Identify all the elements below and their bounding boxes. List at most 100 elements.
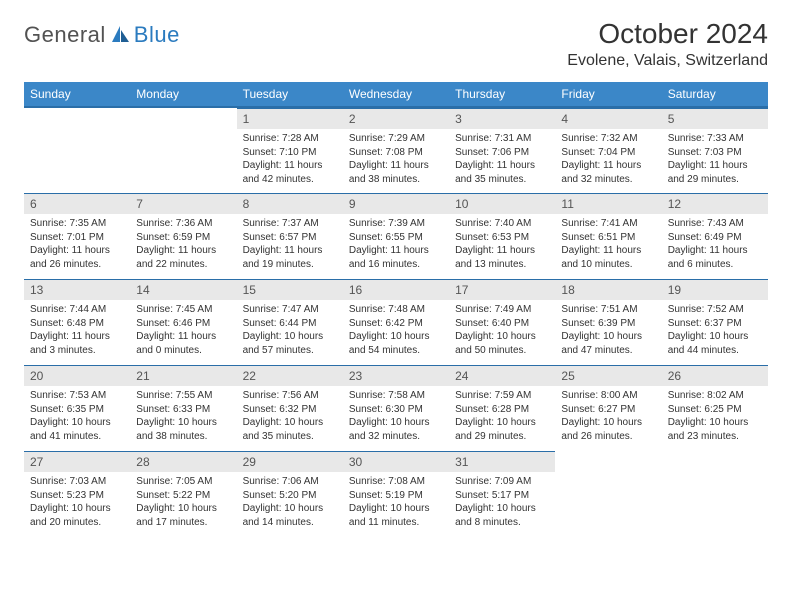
calendar-week-row: 20Sunrise: 7:53 AMSunset: 6:35 PMDayligh… bbox=[24, 365, 768, 451]
weekday-header: Monday bbox=[130, 82, 236, 107]
sunrise-line: Sunrise: 7:48 AM bbox=[349, 303, 443, 317]
day-number: 3 bbox=[449, 108, 555, 129]
daylight-line: Daylight: 10 hours and 38 minutes. bbox=[136, 416, 230, 443]
sunset-line: Sunset: 6:40 PM bbox=[455, 317, 549, 331]
sunset-line: Sunset: 6:57 PM bbox=[243, 231, 337, 245]
day-details: Sunrise: 7:43 AMSunset: 6:49 PMDaylight:… bbox=[662, 214, 768, 274]
calendar-body: 1Sunrise: 7:28 AMSunset: 7:10 PMDaylight… bbox=[24, 107, 768, 537]
title-block: October 2024 Evolene, Valais, Switzerlan… bbox=[567, 18, 768, 70]
day-number: 6 bbox=[24, 193, 130, 214]
calendar-day-cell: 29Sunrise: 7:06 AMSunset: 5:20 PMDayligh… bbox=[237, 451, 343, 537]
sunrise-line: Sunrise: 7:08 AM bbox=[349, 475, 443, 489]
sunset-line: Sunset: 6:55 PM bbox=[349, 231, 443, 245]
day-number: 21 bbox=[130, 365, 236, 386]
day-number: 24 bbox=[449, 365, 555, 386]
calendar-day-cell: 24Sunrise: 7:59 AMSunset: 6:28 PMDayligh… bbox=[449, 365, 555, 451]
sunrise-line: Sunrise: 8:00 AM bbox=[561, 389, 655, 403]
day-number: 10 bbox=[449, 193, 555, 214]
calendar-day-cell bbox=[130, 107, 236, 193]
sunrise-line: Sunrise: 7:51 AM bbox=[561, 303, 655, 317]
sunrise-line: Sunrise: 7:05 AM bbox=[136, 475, 230, 489]
sunset-line: Sunset: 6:42 PM bbox=[349, 317, 443, 331]
sunset-line: Sunset: 6:33 PM bbox=[136, 403, 230, 417]
day-details: Sunrise: 7:41 AMSunset: 6:51 PMDaylight:… bbox=[555, 214, 661, 274]
day-number: 22 bbox=[237, 365, 343, 386]
sunset-line: Sunset: 5:19 PM bbox=[349, 489, 443, 503]
weekday-header: Saturday bbox=[662, 82, 768, 107]
calendar-day-cell: 15Sunrise: 7:47 AMSunset: 6:44 PMDayligh… bbox=[237, 279, 343, 365]
day-details: Sunrise: 7:39 AMSunset: 6:55 PMDaylight:… bbox=[343, 214, 449, 274]
calendar-day-cell: 4Sunrise: 7:32 AMSunset: 7:04 PMDaylight… bbox=[555, 107, 661, 193]
sunrise-line: Sunrise: 7:45 AM bbox=[136, 303, 230, 317]
day-number: 29 bbox=[237, 451, 343, 472]
sunset-line: Sunset: 6:49 PM bbox=[668, 231, 762, 245]
sunrise-line: Sunrise: 7:33 AM bbox=[668, 132, 762, 146]
sunset-line: Sunset: 6:46 PM bbox=[136, 317, 230, 331]
day-details: Sunrise: 7:55 AMSunset: 6:33 PMDaylight:… bbox=[130, 386, 236, 446]
day-details: Sunrise: 7:37 AMSunset: 6:57 PMDaylight:… bbox=[237, 214, 343, 274]
sunrise-line: Sunrise: 7:49 AM bbox=[455, 303, 549, 317]
day-number: 16 bbox=[343, 279, 449, 300]
day-details: Sunrise: 7:56 AMSunset: 6:32 PMDaylight:… bbox=[237, 386, 343, 446]
calendar-day-cell: 19Sunrise: 7:52 AMSunset: 6:37 PMDayligh… bbox=[662, 279, 768, 365]
day-details: Sunrise: 7:44 AMSunset: 6:48 PMDaylight:… bbox=[24, 300, 130, 360]
day-number: 17 bbox=[449, 279, 555, 300]
day-details: Sunrise: 8:00 AMSunset: 6:27 PMDaylight:… bbox=[555, 386, 661, 446]
daylight-line: Daylight: 11 hours and 13 minutes. bbox=[455, 244, 549, 271]
sunrise-line: Sunrise: 7:43 AM bbox=[668, 217, 762, 231]
calendar-day-cell: 23Sunrise: 7:58 AMSunset: 6:30 PMDayligh… bbox=[343, 365, 449, 451]
day-details: Sunrise: 7:36 AMSunset: 6:59 PMDaylight:… bbox=[130, 214, 236, 274]
sunset-line: Sunset: 5:17 PM bbox=[455, 489, 549, 503]
calendar-day-cell bbox=[555, 451, 661, 537]
sunrise-line: Sunrise: 7:39 AM bbox=[349, 217, 443, 231]
day-details: Sunrise: 7:31 AMSunset: 7:06 PMDaylight:… bbox=[449, 129, 555, 189]
calendar-day-cell: 1Sunrise: 7:28 AMSunset: 7:10 PMDaylight… bbox=[237, 107, 343, 193]
day-number: 7 bbox=[130, 193, 236, 214]
day-number: 25 bbox=[555, 365, 661, 386]
calendar-day-cell: 13Sunrise: 7:44 AMSunset: 6:48 PMDayligh… bbox=[24, 279, 130, 365]
calendar-day-cell: 27Sunrise: 7:03 AMSunset: 5:23 PMDayligh… bbox=[24, 451, 130, 537]
calendar-week-row: 1Sunrise: 7:28 AMSunset: 7:10 PMDaylight… bbox=[24, 107, 768, 193]
sunset-line: Sunset: 6:32 PM bbox=[243, 403, 337, 417]
sunrise-line: Sunrise: 7:29 AM bbox=[349, 132, 443, 146]
day-number: 8 bbox=[237, 193, 343, 214]
day-details: Sunrise: 7:58 AMSunset: 6:30 PMDaylight:… bbox=[343, 386, 449, 446]
day-details: Sunrise: 7:40 AMSunset: 6:53 PMDaylight:… bbox=[449, 214, 555, 274]
brand-text-blue: Blue bbox=[134, 22, 180, 48]
sunrise-line: Sunrise: 7:56 AM bbox=[243, 389, 337, 403]
daylight-line: Daylight: 10 hours and 20 minutes. bbox=[30, 502, 124, 529]
sunset-line: Sunset: 6:27 PM bbox=[561, 403, 655, 417]
sunrise-line: Sunrise: 7:47 AM bbox=[243, 303, 337, 317]
calendar-day-cell: 10Sunrise: 7:40 AMSunset: 6:53 PMDayligh… bbox=[449, 193, 555, 279]
day-details: Sunrise: 7:45 AMSunset: 6:46 PMDaylight:… bbox=[130, 300, 236, 360]
sunset-line: Sunset: 6:53 PM bbox=[455, 231, 549, 245]
sunrise-line: Sunrise: 7:32 AM bbox=[561, 132, 655, 146]
calendar-day-cell: 20Sunrise: 7:53 AMSunset: 6:35 PMDayligh… bbox=[24, 365, 130, 451]
sunset-line: Sunset: 6:25 PM bbox=[668, 403, 762, 417]
daylight-line: Daylight: 10 hours and 23 minutes. bbox=[668, 416, 762, 443]
sunrise-line: Sunrise: 7:55 AM bbox=[136, 389, 230, 403]
brand-logo: General Blue bbox=[24, 22, 180, 48]
sunset-line: Sunset: 6:37 PM bbox=[668, 317, 762, 331]
day-number: 26 bbox=[662, 365, 768, 386]
day-details: Sunrise: 7:47 AMSunset: 6:44 PMDaylight:… bbox=[237, 300, 343, 360]
daylight-line: Daylight: 11 hours and 29 minutes. bbox=[668, 159, 762, 186]
sunset-line: Sunset: 7:04 PM bbox=[561, 146, 655, 160]
day-details: Sunrise: 7:08 AMSunset: 5:19 PMDaylight:… bbox=[343, 472, 449, 532]
sunset-line: Sunset: 6:48 PM bbox=[30, 317, 124, 331]
daylight-line: Daylight: 11 hours and 35 minutes. bbox=[455, 159, 549, 186]
weekday-header: Thursday bbox=[449, 82, 555, 107]
brand-text-general: General bbox=[24, 22, 106, 48]
sunset-line: Sunset: 7:08 PM bbox=[349, 146, 443, 160]
sunset-line: Sunset: 6:51 PM bbox=[561, 231, 655, 245]
sunrise-line: Sunrise: 7:09 AM bbox=[455, 475, 549, 489]
daylight-line: Daylight: 11 hours and 22 minutes. bbox=[136, 244, 230, 271]
day-number: 31 bbox=[449, 451, 555, 472]
sunrise-line: Sunrise: 8:02 AM bbox=[668, 389, 762, 403]
sunset-line: Sunset: 6:28 PM bbox=[455, 403, 549, 417]
sunset-line: Sunset: 7:06 PM bbox=[455, 146, 549, 160]
brand-sail-icon bbox=[110, 24, 132, 47]
sunset-line: Sunset: 7:10 PM bbox=[243, 146, 337, 160]
daylight-line: Daylight: 11 hours and 10 minutes. bbox=[561, 244, 655, 271]
day-details: Sunrise: 7:51 AMSunset: 6:39 PMDaylight:… bbox=[555, 300, 661, 360]
